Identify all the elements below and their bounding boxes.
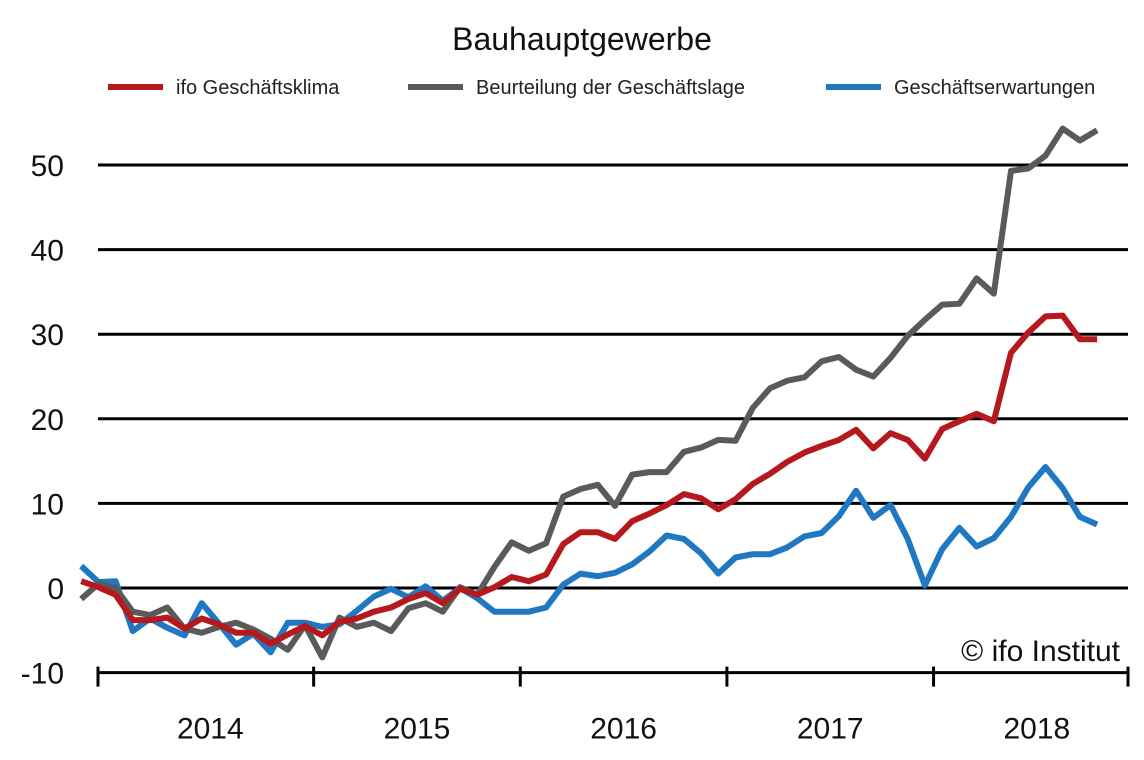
chart-title: Bauhauptgewerbe xyxy=(452,21,712,57)
legend-label-klima: ifo Geschäftsklima xyxy=(176,77,340,99)
legend: ifo Geschäftsklima Beurteilung der Gesch… xyxy=(108,77,1095,99)
y-tick-label: 10 xyxy=(31,488,64,521)
y-tick-label: 50 xyxy=(31,150,64,183)
credit-text: © ifo Institut xyxy=(961,635,1120,668)
x-axis: 2014 2015 2016 2017 2018 xyxy=(96,666,1130,746)
x-tick-label: 2016 xyxy=(590,713,657,746)
legend-item-lage: Beurteilung der Geschäftslage xyxy=(408,77,745,99)
series-line-klima xyxy=(80,312,1098,647)
legend-item-erwartungen: Geschäftserwartungen xyxy=(826,77,1095,99)
x-tick-label: 2015 xyxy=(384,713,451,746)
legend-item-klima: ifo Geschäftsklima xyxy=(108,77,340,99)
series-lines xyxy=(79,125,1099,661)
y-tick-label: 0 xyxy=(47,573,64,606)
y-tick-label: 20 xyxy=(31,404,64,437)
y-tick-label: 30 xyxy=(31,319,64,352)
legend-label-lage: Beurteilung der Geschäftslage xyxy=(476,77,745,99)
y-tick-label: -10 xyxy=(21,658,64,691)
x-tick-label: 2014 xyxy=(177,713,244,746)
y-axis-ticks: 50 40 30 20 10 0 -10 xyxy=(21,150,64,691)
series-line-lage xyxy=(79,125,1099,661)
y-tick-label: 40 xyxy=(31,235,64,268)
x-tick-label: 2017 xyxy=(797,713,864,746)
legend-label-erwartungen: Geschäftserwartungen xyxy=(894,77,1095,99)
x-tick-label: 2018 xyxy=(1004,713,1071,746)
gridlines xyxy=(98,163,1128,590)
